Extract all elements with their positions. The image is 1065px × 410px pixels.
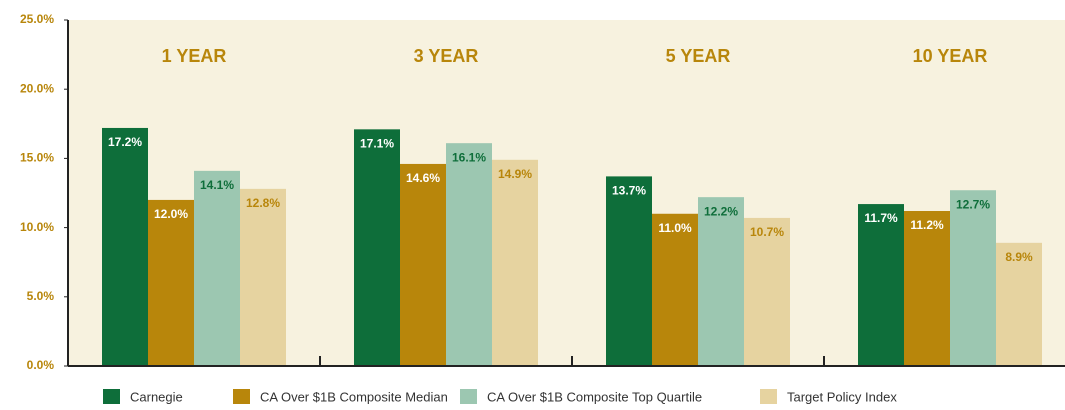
value-label: 8.9% (1005, 250, 1033, 264)
value-label: 17.1% (360, 137, 394, 151)
legend-swatch (103, 389, 120, 404)
value-label: 12.7% (956, 197, 990, 211)
value-label: 14.1% (200, 178, 234, 192)
bar (446, 143, 492, 366)
category-label: 3 YEAR (414, 46, 479, 66)
value-label: 12.0% (154, 207, 188, 221)
y-tick-label: 15.0% (20, 151, 54, 165)
category-label: 1 YEAR (162, 46, 227, 66)
bar (354, 129, 400, 366)
bar (744, 217, 790, 366)
bar (400, 163, 446, 366)
value-label: 11.0% (658, 221, 692, 235)
bar (148, 199, 194, 366)
legend-swatch (233, 389, 250, 404)
bar (102, 127, 148, 367)
legend-label: Target Policy Index (787, 389, 897, 404)
value-label: 10.7% (750, 225, 784, 239)
value-label: 12.8% (246, 196, 280, 210)
y-tick-label: 0.0% (27, 358, 55, 372)
value-label: 13.7% (612, 184, 646, 198)
category-label: 5 YEAR (666, 46, 731, 66)
value-label: 11.2% (910, 218, 944, 232)
y-tick-label: 10.0% (20, 220, 54, 234)
value-label: 12.2% (704, 204, 738, 218)
y-tick-label: 25.0% (20, 12, 54, 26)
value-label: 14.6% (406, 171, 440, 185)
value-label: 17.2% (108, 135, 142, 149)
y-tick-label: 5.0% (27, 289, 55, 303)
category-label: 10 YEAR (913, 46, 988, 66)
bar (606, 176, 652, 366)
bar (652, 213, 698, 366)
legend-swatch (760, 389, 777, 404)
bar (194, 170, 240, 366)
value-label: 14.9% (498, 167, 532, 181)
y-tick-label: 20.0% (20, 81, 54, 95)
bar (492, 159, 538, 366)
bar (996, 242, 1042, 366)
bar (240, 188, 286, 366)
bar (904, 210, 950, 366)
bar (858, 204, 904, 366)
value-label: 16.1% (452, 150, 486, 164)
value-label: 11.7% (864, 211, 898, 225)
bar (950, 190, 996, 366)
legend-label: Carnegie (130, 389, 183, 404)
legend-swatch (460, 389, 477, 404)
bar (698, 197, 744, 366)
legend-label: CA Over $1B Composite Median (260, 389, 448, 404)
legend-label: CA Over $1B Composite Top Quartile (487, 389, 702, 404)
